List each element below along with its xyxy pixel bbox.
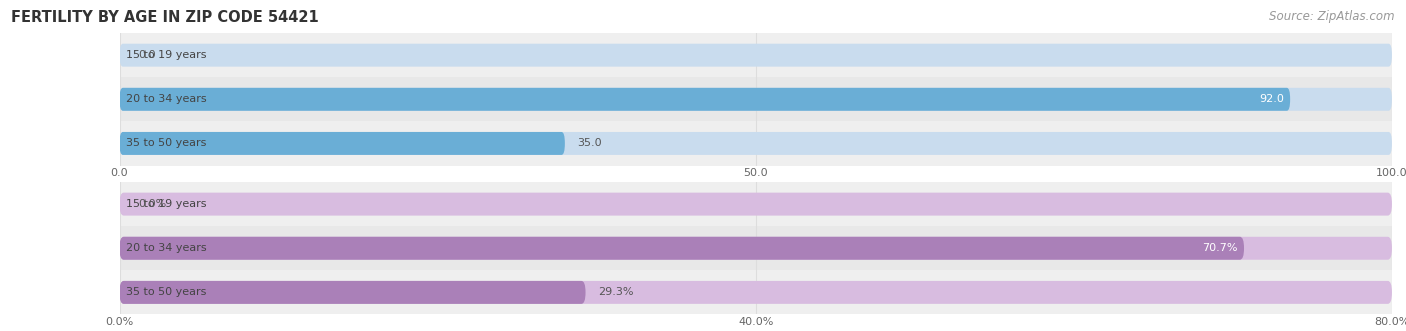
Text: Source: ZipAtlas.com: Source: ZipAtlas.com — [1270, 10, 1395, 23]
FancyBboxPatch shape — [120, 237, 1392, 260]
FancyBboxPatch shape — [120, 237, 1244, 260]
FancyBboxPatch shape — [120, 193, 1392, 215]
Bar — [120, 77, 1392, 121]
Text: 29.3%: 29.3% — [599, 287, 634, 297]
FancyBboxPatch shape — [120, 132, 565, 155]
Bar — [120, 270, 1392, 314]
Bar — [120, 226, 1392, 270]
Text: 20 to 34 years: 20 to 34 years — [127, 94, 207, 104]
Bar — [120, 33, 1392, 77]
FancyBboxPatch shape — [120, 132, 1392, 155]
Text: 15 to 19 years: 15 to 19 years — [127, 50, 207, 60]
FancyBboxPatch shape — [120, 88, 1392, 111]
FancyBboxPatch shape — [120, 88, 1291, 111]
Text: 20 to 34 years: 20 to 34 years — [127, 243, 207, 253]
Text: 35 to 50 years: 35 to 50 years — [127, 287, 207, 297]
Text: 0.0%: 0.0% — [139, 199, 167, 209]
Text: 70.7%: 70.7% — [1202, 243, 1237, 253]
FancyBboxPatch shape — [120, 281, 1392, 304]
FancyBboxPatch shape — [120, 281, 585, 304]
Text: 0.0: 0.0 — [139, 50, 156, 60]
FancyBboxPatch shape — [120, 44, 1392, 67]
Text: 35.0: 35.0 — [578, 138, 602, 148]
Text: FERTILITY BY AGE IN ZIP CODE 54421: FERTILITY BY AGE IN ZIP CODE 54421 — [11, 10, 319, 25]
Text: 35 to 50 years: 35 to 50 years — [127, 138, 207, 148]
Bar — [120, 121, 1392, 166]
Text: 15 to 19 years: 15 to 19 years — [127, 199, 207, 209]
Bar — [120, 182, 1392, 226]
Text: 92.0: 92.0 — [1258, 94, 1284, 104]
